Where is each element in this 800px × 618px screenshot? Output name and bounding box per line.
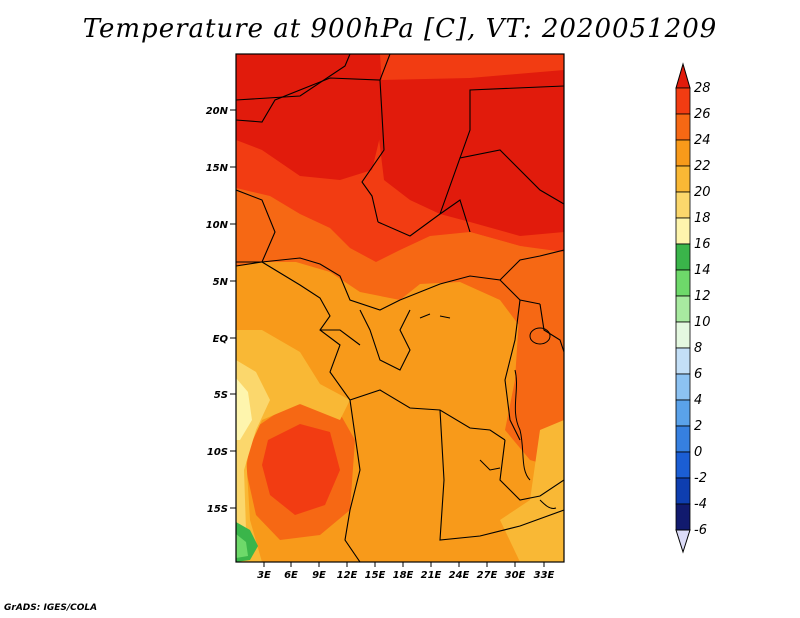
colorbar-segment xyxy=(675,269,691,297)
colorbar-label: -4 xyxy=(694,497,707,512)
colorbar-segment xyxy=(675,477,691,505)
colorbar-segment xyxy=(675,425,691,453)
colorbar-label: 8 xyxy=(694,341,702,356)
colorbar-segment xyxy=(675,399,691,427)
lat-label: 15S xyxy=(207,504,228,515)
colorbar-segment xyxy=(675,295,691,323)
colorbar-segment xyxy=(675,451,691,479)
plot-frame xyxy=(235,53,565,563)
lon-label: 12E xyxy=(337,570,358,581)
colorbar-label: 16 xyxy=(694,237,711,252)
lon-label: 3E xyxy=(257,570,271,581)
lon-label: 9E xyxy=(312,570,326,581)
lat-label: 10S xyxy=(207,447,228,458)
colorbar-label: -6 xyxy=(694,523,707,538)
colorbar-segment xyxy=(675,113,691,141)
lat-label: 15N xyxy=(206,163,229,174)
lon-label: 27E xyxy=(477,570,498,581)
field-26-angola xyxy=(262,424,340,515)
colorbar-segment xyxy=(675,347,691,375)
lakes xyxy=(419,313,557,509)
lat-label: 10N xyxy=(206,220,229,231)
field-20-coast xyxy=(236,330,350,562)
lon-label: 15E xyxy=(365,570,386,581)
colorbar-label: 4 xyxy=(694,393,702,408)
colorbar-label: 2 xyxy=(694,419,702,434)
colorbar-top-arrow xyxy=(675,62,691,89)
colorbar-label: 12 xyxy=(694,289,711,304)
colorbar-bottom-arrow xyxy=(675,529,691,554)
colorbar-label: 18 xyxy=(694,211,711,226)
colorbar-label: 28 xyxy=(694,81,711,96)
field-12 xyxy=(236,534,248,558)
lat-label: 5N xyxy=(213,277,229,288)
lon-label: 6E xyxy=(284,570,298,581)
colorbar-segment xyxy=(675,243,691,271)
field-16 xyxy=(236,378,252,440)
colorbar-label: 24 xyxy=(694,133,711,148)
grads-credit: GrADS: IGES/COLA xyxy=(4,603,98,613)
field-28-east xyxy=(378,70,564,236)
colorbar-label: 26 xyxy=(694,107,711,122)
colorbar-label: 10 xyxy=(694,315,711,330)
lat-label: EQ xyxy=(213,334,229,345)
field-28-west xyxy=(236,54,384,180)
lon-label: 21E xyxy=(421,570,442,581)
colorbar-segment xyxy=(675,165,691,193)
lon-label: 24E xyxy=(449,570,470,581)
lon-label: 30E xyxy=(505,570,526,581)
lon-label: 18E xyxy=(393,570,414,581)
colorbar-segment xyxy=(675,503,691,531)
lat-label: 5S xyxy=(214,390,228,401)
colorbar-label: 22 xyxy=(694,159,711,174)
colorbar-label: -2 xyxy=(694,471,707,486)
colorbar-label: 14 xyxy=(694,263,711,278)
latitude-axis: 20N 15N 10N 5N EQ 5S 10S 15S xyxy=(206,106,236,515)
colorbar-label: 6 xyxy=(694,367,702,382)
lat-label: 20N xyxy=(206,106,229,117)
temperature-field xyxy=(236,54,564,562)
colorbar-segment xyxy=(675,87,691,115)
country-borders xyxy=(236,54,564,562)
colorbar-segment xyxy=(675,217,691,245)
map-title: Temperature at 900hPa [C], VT: 202005120… xyxy=(82,14,718,44)
lon-label: 33E xyxy=(534,570,555,581)
colorbar-segment xyxy=(675,373,691,401)
colorbar-segment xyxy=(675,191,691,219)
colorbar-label: 20 xyxy=(694,185,711,200)
colorbar-segment xyxy=(675,139,691,167)
longitude-axis: 3E 6E 9E 12E 15E 18E 21E 24E 27E 30E 33E xyxy=(257,562,555,581)
colorbar-segment xyxy=(675,321,691,349)
colorbar-label: 0 xyxy=(694,445,702,460)
